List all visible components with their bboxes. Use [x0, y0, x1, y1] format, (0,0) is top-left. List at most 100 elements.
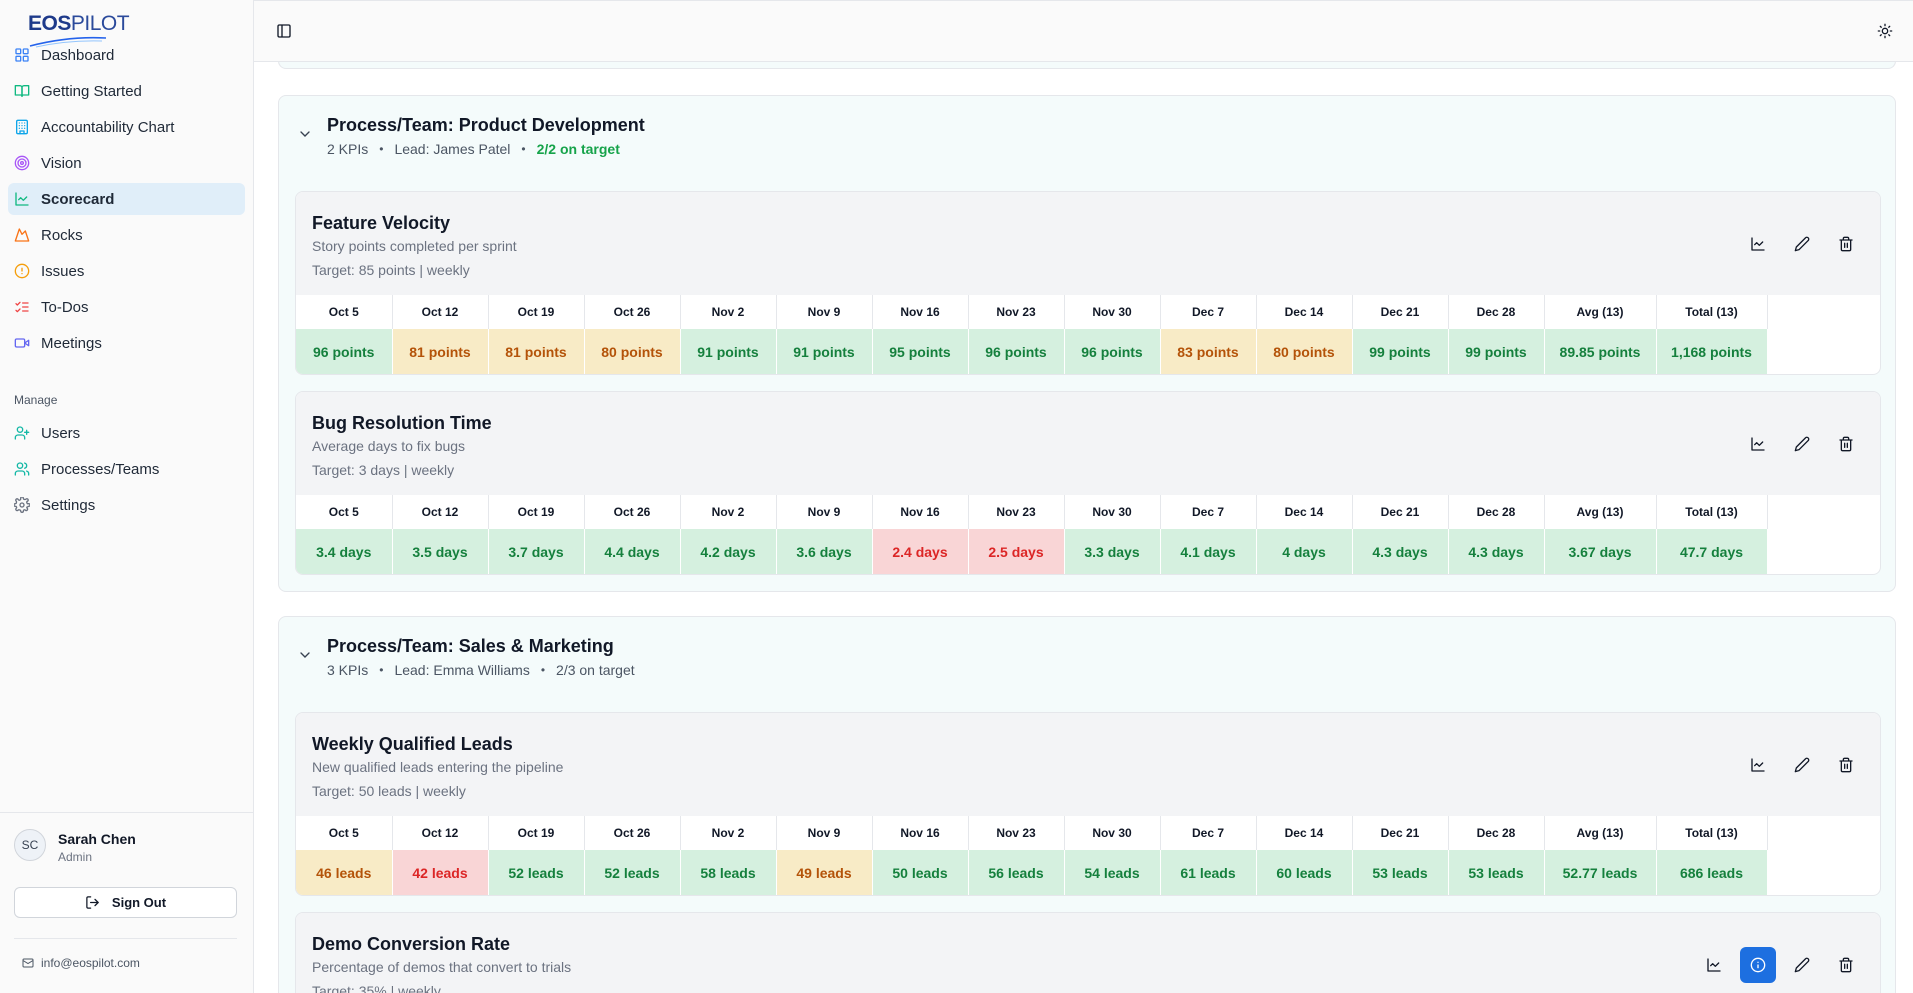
week-value-cell[interactable]: 3.7 days: [488, 529, 585, 574]
trend-chart-button[interactable]: [1740, 426, 1776, 462]
sidebar-item-scorecard[interactable]: Scorecard: [8, 183, 245, 215]
week-value-cell[interactable]: 4.2 days: [680, 529, 777, 574]
week-value-cell[interactable]: 58 leads: [680, 850, 777, 895]
average-cell: 89.85 points: [1544, 329, 1657, 374]
week-value-cell[interactable]: 91 points: [680, 329, 777, 374]
sidebar-item-to-dos[interactable]: To-Dos: [8, 291, 245, 323]
sidebar-item-issues[interactable]: Issues: [8, 255, 245, 287]
week-value-cell[interactable]: 60 leads: [1256, 850, 1353, 895]
avatar[interactable]: SC: [14, 829, 46, 861]
delete-icon: [1839, 236, 1853, 252]
delete-button[interactable]: [1828, 226, 1864, 262]
delete-button[interactable]: [1828, 947, 1864, 983]
sidebar-item-rocks[interactable]: Rocks: [8, 219, 245, 251]
edit-button[interactable]: [1784, 426, 1820, 462]
week-value-cell[interactable]: 80 points: [584, 329, 681, 374]
trend-chart-button[interactable]: [1696, 947, 1732, 983]
sidebar-item-label: Users: [41, 424, 81, 442]
week-value-cell[interactable]: 2.5 days: [968, 529, 1065, 574]
kpi-name: Demo Conversion Rate: [312, 934, 511, 954]
delete-button[interactable]: [1828, 747, 1864, 783]
week-value-cell[interactable]: 42 leads: [392, 850, 489, 895]
sidebar-item-accountability-chart[interactable]: Accountability Chart: [8, 111, 245, 143]
week-value-cell[interactable]: 52 leads: [584, 850, 681, 895]
average-cell: 3.67 days: [1544, 529, 1657, 574]
eospilot-logo[interactable]: EOSPILOT: [28, 12, 130, 48]
week-value-cell[interactable]: 4.1 days: [1160, 529, 1257, 574]
week-value-cell[interactable]: 95 points: [872, 329, 969, 374]
group-lead: Lead: Emma Williams: [394, 662, 530, 678]
week-value-cell[interactable]: 53 leads: [1448, 850, 1545, 895]
chevron-down-icon[interactable]: [297, 647, 313, 663]
week-value-cell[interactable]: 4.3 days: [1448, 529, 1545, 574]
delete-button[interactable]: [1828, 426, 1864, 462]
week-value-cell[interactable]: 91 points: [776, 329, 873, 374]
sign-out-button[interactable]: Sign Out: [14, 887, 237, 918]
week-value-cell[interactable]: 81 points: [392, 329, 489, 374]
week-value-cell[interactable]: 49 leads: [776, 850, 873, 895]
sidebar-toggle-icon[interactable]: [276, 23, 292, 39]
week-value-cell[interactable]: 46 leads: [296, 850, 393, 895]
edit-button[interactable]: [1784, 226, 1820, 262]
week-value-cell[interactable]: 50 leads: [872, 850, 969, 895]
user-plus-icon: [14, 425, 30, 441]
contact-email[interactable]: info@eospilot.com: [22, 956, 140, 970]
kpi-header: Weekly Qualified Leads New qualified lead…: [296, 713, 1880, 816]
week-value-cell[interactable]: 52 leads: [488, 850, 585, 895]
sidebar-item-meetings[interactable]: Meetings: [8, 327, 245, 359]
on-target-status: 2/2 on target: [536, 141, 620, 157]
week-value-cell[interactable]: 81 points: [488, 329, 585, 374]
sidebar-item-getting-started[interactable]: Getting Started: [8, 75, 245, 107]
week-value-cell[interactable]: 3.3 days: [1064, 529, 1161, 574]
log-out-icon: [86, 896, 99, 909]
week-value-cell[interactable]: 4.3 days: [1352, 529, 1449, 574]
week-value-cell[interactable]: 2.4 days: [872, 529, 969, 574]
week-value-cell[interactable]: 3.6 days: [776, 529, 873, 574]
table-header-row: Oct 5 Oct 12 Oct 19 Oct 26 Nov 2 Nov 9 Nov 16 N…: [296, 816, 1768, 850]
week-value-cell[interactable]: 80 points: [1256, 329, 1353, 374]
week-value-cell[interactable]: 83 points: [1160, 329, 1257, 374]
group-title: Process/Team: Sales & Marketing: [327, 636, 614, 656]
chevron-down-icon[interactable]: [297, 126, 313, 142]
kpi-actions: [1740, 226, 1864, 262]
kpi-target: Target: 85 points | weekly: [312, 262, 470, 278]
theme-toggle-sun-icon[interactable]: [1877, 23, 1893, 39]
week-value-cell[interactable]: 3.4 days: [296, 529, 393, 574]
sidebar-item-vision[interactable]: Vision: [8, 147, 245, 179]
week-value-cell[interactable]: 99 points: [1352, 329, 1449, 374]
week-value-cell[interactable]: 96 points: [1064, 329, 1161, 374]
group-header[interactable]: Process/Team: Sales & Marketing 3 KPIs • Le…: [279, 617, 1895, 712]
divider: [14, 938, 237, 939]
delete-icon: [1839, 957, 1853, 973]
week-value-cell[interactable]: 56 leads: [968, 850, 1065, 895]
kpi-weekly-table: Oct 5 Oct 12 Oct 19 Oct 26 Nov 2 Nov 9 Nov 16 N…: [296, 495, 1768, 574]
week-value-cell[interactable]: 61 leads: [1160, 850, 1257, 895]
sidebar-item-users[interactable]: Users: [8, 417, 245, 449]
kpi-card: Bug Resolution Time Average days to fix b…: [295, 391, 1881, 575]
week-value-cell[interactable]: 53 leads: [1352, 850, 1449, 895]
trend-chart-button[interactable]: [1740, 747, 1776, 783]
week-value-cell[interactable]: 54 leads: [1064, 850, 1161, 895]
group-meta: 2 KPIs • Lead: James Patel • 2/2 on target: [327, 141, 620, 157]
trend-chart-button[interactable]: [1740, 226, 1776, 262]
week-value-cell[interactable]: 3.5 days: [392, 529, 489, 574]
sidebar-item-settings[interactable]: Settings: [8, 489, 245, 521]
week-value-cell[interactable]: 99 points: [1448, 329, 1545, 374]
week-value-cell[interactable]: 4 days: [1256, 529, 1353, 574]
kpi-card: Demo Conversion Rate Percentage of demos …: [295, 912, 1881, 993]
main-nav: Dashboard Getting Started Accountability C…: [8, 39, 245, 363]
week-value-cell[interactable]: 96 points: [968, 329, 1065, 374]
sidebar-item-processes-teams[interactable]: Processes/Teams: [8, 453, 245, 485]
edit-button[interactable]: [1784, 747, 1820, 783]
edit-button[interactable]: [1784, 947, 1820, 983]
kpi-description: Story points completed per sprint: [312, 238, 517, 254]
column-header: Nov 9: [776, 816, 873, 850]
group-header[interactable]: Process/Team: Product Development 2 KPIs •…: [279, 96, 1895, 191]
week-value-cell[interactable]: 96 points: [296, 329, 393, 374]
week-value-cell[interactable]: 4.4 days: [584, 529, 681, 574]
info-button[interactable]: [1740, 947, 1776, 983]
kpi-header: Bug Resolution Time Average days to fix b…: [296, 392, 1880, 495]
kpi-card: Feature Velocity Story points completed p…: [295, 191, 1881, 375]
table-row: 3.4 days 3.5 days 3.7 days 4.4 days 4.2 days…: [296, 529, 1768, 574]
sidebar-item-dashboard[interactable]: Dashboard: [8, 39, 245, 71]
